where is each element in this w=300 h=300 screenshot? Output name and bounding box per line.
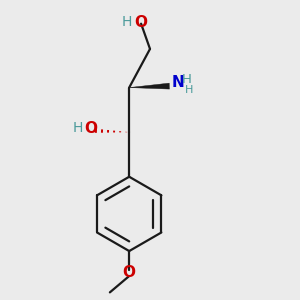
Text: N: N [171, 75, 184, 90]
Text: H: H [73, 121, 83, 135]
Text: H: H [122, 15, 132, 29]
Text: H: H [182, 73, 192, 86]
Text: O: O [135, 15, 148, 30]
Text: O: O [123, 265, 136, 280]
Text: O: O [85, 121, 98, 136]
Text: H: H [185, 85, 194, 95]
Polygon shape [129, 83, 170, 89]
